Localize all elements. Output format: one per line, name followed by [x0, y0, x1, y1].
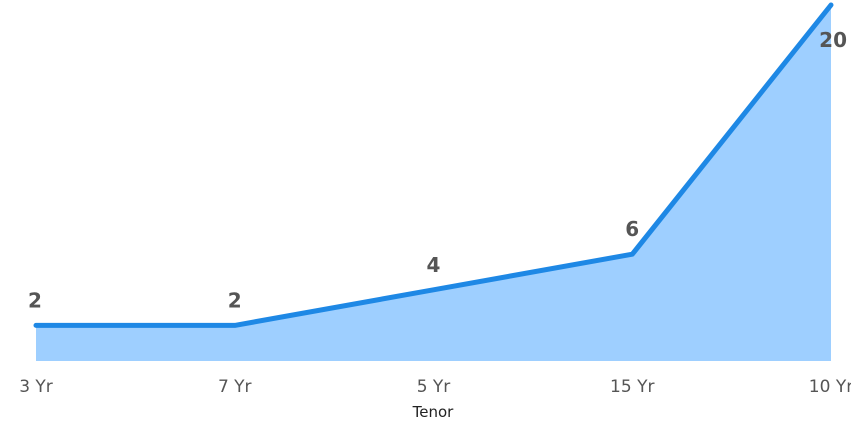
data-label: 4 [427, 253, 441, 277]
x-tick-label: 10 Yr [809, 377, 851, 397]
x-tick-label: 7 Yr [218, 377, 252, 397]
data-label: 20 [819, 28, 847, 52]
data-label: 6 [625, 217, 639, 241]
x-tick-label: 15 Yr [610, 377, 654, 397]
data-label: 2 [28, 288, 42, 312]
x-axis-title: Tenor [412, 403, 455, 421]
series-line [33, 2, 834, 328]
x-tick-label: 5 Yr [417, 377, 451, 397]
area-fill [36, 5, 831, 361]
x-tick-label: 3 Yr [19, 377, 53, 397]
data-label: 2 [228, 288, 242, 312]
